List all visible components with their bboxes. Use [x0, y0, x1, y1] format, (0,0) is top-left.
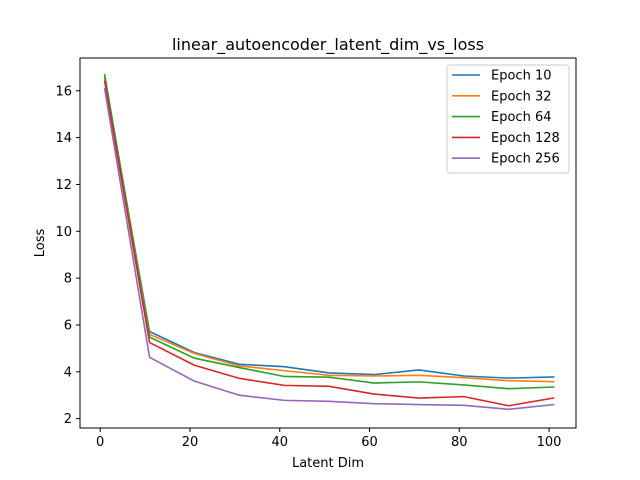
legend-label-4: Epoch 128 [491, 131, 560, 146]
plot-area [103, 73, 555, 411]
y-axis-ticks: 2 4 6 8 10 12 14 16 [55, 84, 80, 427]
x-axis-ticks: 0 20 40 60 80 100 [96, 428, 561, 450]
series-line-4 [103, 80, 555, 407]
x-tick-label: 100 [537, 435, 562, 450]
x-tick-label: 40 [271, 435, 288, 450]
legend-label-3: Epoch 64 [491, 110, 551, 125]
y-tick-label: 12 [55, 178, 72, 193]
series-line-3 [103, 73, 555, 390]
y-tick-label: 10 [55, 225, 72, 240]
x-tick-label: 80 [451, 435, 468, 450]
legend-box [446, 64, 570, 174]
y-tick-label: 16 [55, 84, 72, 99]
x-axis-label: Latent Dim [292, 456, 364, 471]
y-tick-label: 8 [64, 272, 72, 287]
y-tick-label: 4 [64, 365, 72, 380]
series-line-1 [103, 76, 555, 379]
axes-frame [79, 57, 577, 429]
legend-label-1: Epoch 10 [491, 69, 551, 84]
legend: Epoch 10 Epoch 32 Epoch 64 Epoch 128 Epoch 2… [446, 64, 570, 174]
legend-label-5: Epoch 256 [491, 152, 560, 167]
y-tick-label: 6 [64, 318, 72, 333]
series-line-2 [103, 75, 555, 383]
series-line-5 [103, 87, 555, 411]
legend-label-2: Epoch 32 [491, 89, 551, 104]
y-tick-label: 2 [64, 412, 72, 427]
x-tick-label: 60 [361, 435, 378, 450]
x-tick-label: 0 [96, 435, 104, 450]
y-axis-label: Loss [33, 229, 48, 258]
x-tick-label: 20 [182, 435, 199, 450]
chart-title: linear_autoencoder_latent_dim_vs_loss [172, 35, 484, 55]
y-tick-label: 14 [55, 131, 72, 146]
